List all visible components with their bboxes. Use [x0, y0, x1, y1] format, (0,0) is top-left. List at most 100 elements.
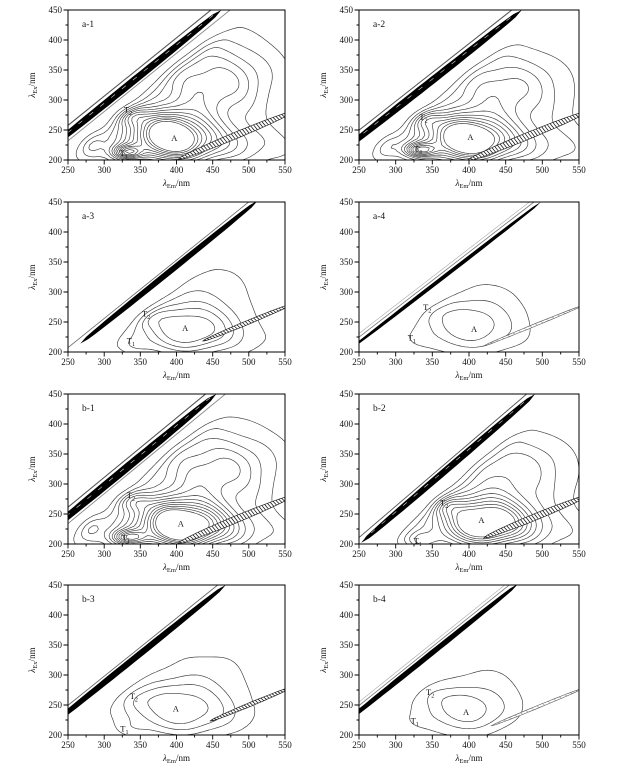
scatter-hatch-line	[498, 528, 503, 533]
scatter-hatch-line	[521, 134, 527, 141]
scatter-hatch-line	[216, 717, 220, 720]
scatter-hatch-line	[255, 506, 261, 513]
panel-label: b-3	[82, 595, 95, 605]
scatter-hatch-line	[241, 512, 247, 519]
scatter-hatch-line	[195, 149, 200, 154]
y-tick-label: 400	[49, 227, 63, 237]
scatter-hatch-line	[209, 336, 213, 339]
scatter-hatch-line	[257, 699, 262, 703]
y-tick-label: 250	[340, 317, 354, 327]
scatter-hatch-line	[195, 532, 200, 538]
peak-label-A: A	[471, 324, 478, 334]
contour-level-path	[120, 115, 207, 157]
scatter-hatch-line	[290, 112, 292, 113]
x-tick-label: 500	[536, 549, 550, 559]
x-tick-label: 550	[572, 357, 586, 367]
scatter-hatch-line	[509, 717, 512, 720]
contour-level-path	[390, 66, 549, 160]
peak-label-T2: T2	[419, 112, 427, 125]
x-tick-label: 550	[572, 549, 586, 559]
scatter-hatch-line	[544, 125, 549, 132]
contour-level-path	[111, 67, 240, 160]
scatter-side-line	[68, 10, 212, 127]
x-tick-label: 400	[170, 165, 184, 175]
scatter-hatch-line	[212, 335, 216, 338]
scatter-hatch-line	[261, 314, 266, 318]
y-tick-label: 300	[49, 95, 63, 105]
peak-label-T1: T1	[411, 716, 419, 729]
scatter-hatch-line	[256, 316, 260, 320]
scatter-hatch-line	[512, 332, 516, 335]
x-tick-label: 250	[352, 549, 366, 559]
scatter-hatch-line	[275, 116, 280, 121]
y-tick-label: 400	[49, 419, 63, 429]
scatter-hatch-line	[253, 507, 258, 514]
scatter-hatch-line	[572, 115, 577, 119]
contour-level-path	[141, 300, 234, 352]
x-tick-label: 550	[572, 740, 586, 750]
scatter-hatch-line	[260, 698, 265, 702]
scatter-hatch-line	[540, 320, 544, 323]
scatter-side-line	[68, 585, 219, 707]
scatter-hatch-line	[562, 312, 566, 314]
scatter-hatch-line	[533, 513, 539, 519]
plot-area	[359, 201, 579, 352]
scatter-hatch-line	[228, 518, 233, 525]
scatter-hatch-line	[253, 124, 258, 130]
scatter-hatch-line	[264, 120, 269, 126]
scatter-hatch-line	[525, 516, 531, 523]
y-tick-label: 350	[49, 257, 63, 267]
scatter-hatch-line	[277, 691, 281, 695]
scatter-hatch-line	[214, 140, 219, 146]
scatter-hatch-line	[217, 139, 222, 145]
scatter-hatch-line	[179, 540, 182, 543]
plot-area	[68, 393, 285, 544]
y-tick-label: 350	[340, 640, 354, 650]
contour-level-path	[406, 110, 522, 160]
scatter-hatch-line	[552, 122, 558, 128]
x-tick-label: 450	[499, 549, 513, 559]
scatter-hatch-line	[266, 695, 270, 699]
scatter-hatch-line	[510, 138, 516, 145]
scatter-hatch-line	[213, 718, 217, 720]
scatter-hatch-line	[278, 498, 283, 503]
x-tick-label: 500	[536, 740, 550, 750]
second-order-scatter-band	[490, 689, 579, 727]
scatter-hatch-line	[187, 536, 191, 541]
scatter-hatch-line	[550, 506, 556, 512]
y-axis-title: λEx/nm	[27, 72, 39, 98]
y-tick-label: 200	[49, 539, 63, 549]
scatter-hatch-line	[269, 501, 275, 507]
peak-label-T1: T1	[414, 144, 422, 157]
peak-label-A: A	[178, 518, 185, 528]
panel-b-1: 250 300 350 400 450 500 550200250300350400450λ…	[27, 389, 292, 574]
peak-label-T1: T1	[120, 148, 128, 161]
scatter-hatch-line	[507, 334, 510, 337]
panel-label: a-2	[373, 20, 385, 30]
scatter-hatch-line	[564, 501, 569, 506]
scatter-hatch-line	[528, 515, 534, 522]
y-tick-label: 450	[340, 580, 354, 590]
y-tick-label: 400	[340, 35, 354, 45]
x-tick-label: 450	[206, 165, 220, 175]
x-tick-label: 550	[278, 549, 292, 559]
x-tick-label: 450	[206, 740, 220, 750]
scatter-hatch-line	[513, 137, 519, 144]
plot-area	[68, 201, 285, 352]
scatter-hatch-line	[570, 692, 573, 695]
panel-b-2: 250 300 350 400 450 500 550200250300350400450λ…	[320, 389, 586, 574]
scatter-hatch-line	[539, 510, 545, 517]
x-axis-title: λEm/nm	[455, 178, 483, 190]
scatter-hatch-line	[570, 499, 575, 504]
x-tick-label: 450	[499, 165, 513, 175]
y-tick-label: 400	[340, 610, 354, 620]
x-tick-label: 350	[134, 165, 148, 175]
scatter-hatch-line	[222, 520, 228, 527]
scatter-hatch-line	[553, 699, 557, 702]
x-tick-label: 500	[536, 357, 550, 367]
contour-level-path	[81, 427, 285, 544]
scatter-hatch-line	[222, 330, 227, 334]
rayleigh-scatter-band	[359, 201, 541, 344]
scatter-hatch-line	[203, 145, 208, 151]
scatter-hatch-line	[228, 327, 232, 332]
